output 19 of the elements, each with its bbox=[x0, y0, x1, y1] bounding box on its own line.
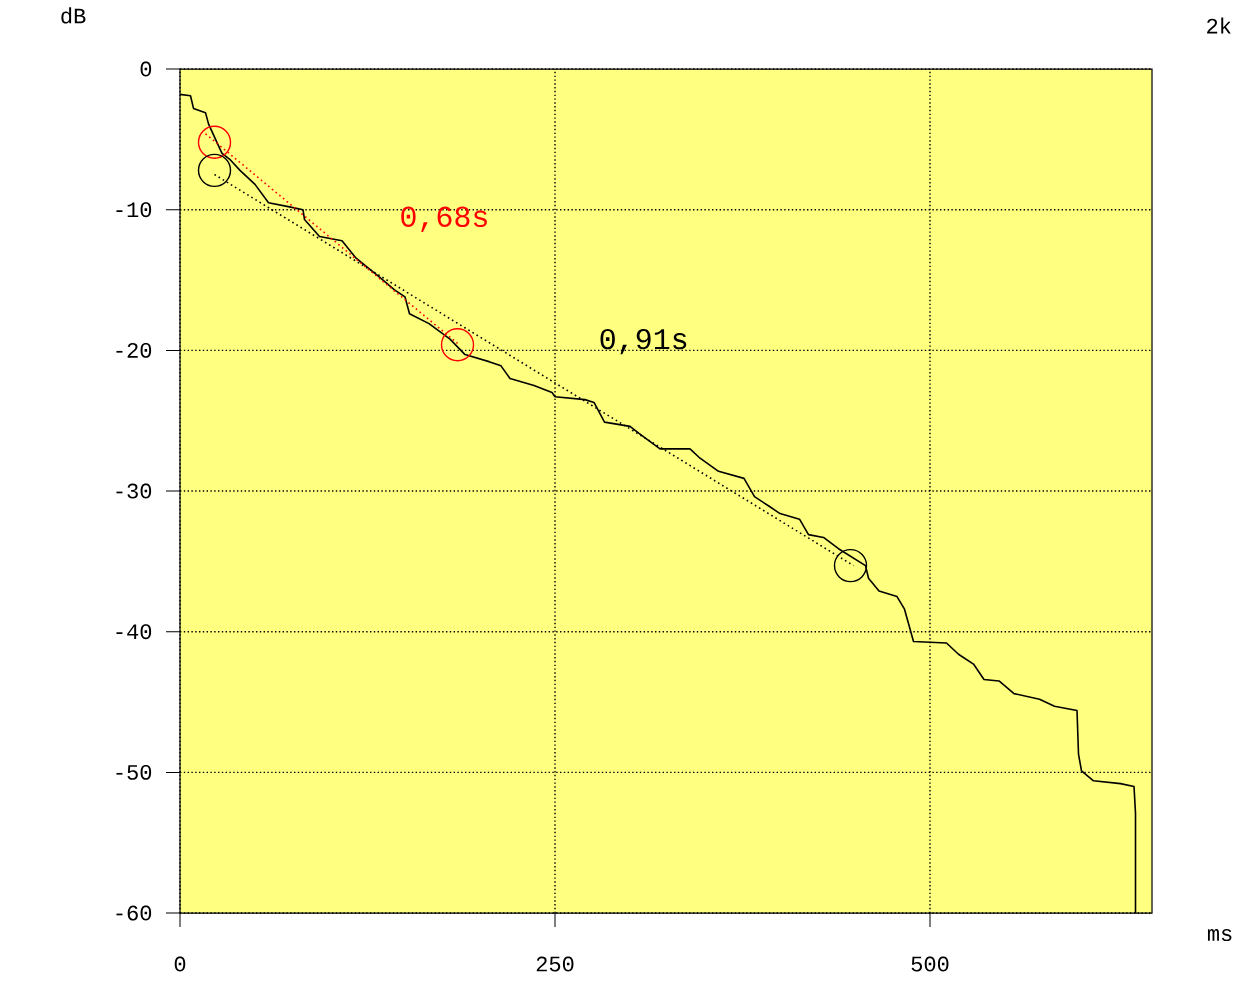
y-tick-label: -20 bbox=[116, 342, 152, 358]
x-tick-label: 500 bbox=[911, 956, 949, 972]
y-tick-label: -30 bbox=[116, 483, 152, 499]
annotation: 0,91s bbox=[600, 328, 687, 355]
x-axis-title: ms bbox=[1207, 929, 1232, 942]
y-tick-label: -50 bbox=[116, 764, 152, 780]
y-axis-title: dB bbox=[61, 7, 86, 24]
point bbox=[197, 125, 232, 159]
y-tick-label: -10 bbox=[116, 202, 152, 218]
point bbox=[833, 548, 868, 583]
point bbox=[440, 328, 475, 362]
text: 2k bbox=[1207, 17, 1231, 34]
x-tick-label: 0 bbox=[174, 956, 186, 972]
x-tick-label: 250 bbox=[536, 956, 574, 972]
y-tick-label: -60 bbox=[116, 905, 152, 921]
annotation: 0,68s bbox=[401, 206, 487, 232]
y-tick-label: 0 bbox=[140, 61, 152, 77]
y-tick-label: -40 bbox=[116, 624, 152, 640]
point bbox=[197, 153, 232, 188]
